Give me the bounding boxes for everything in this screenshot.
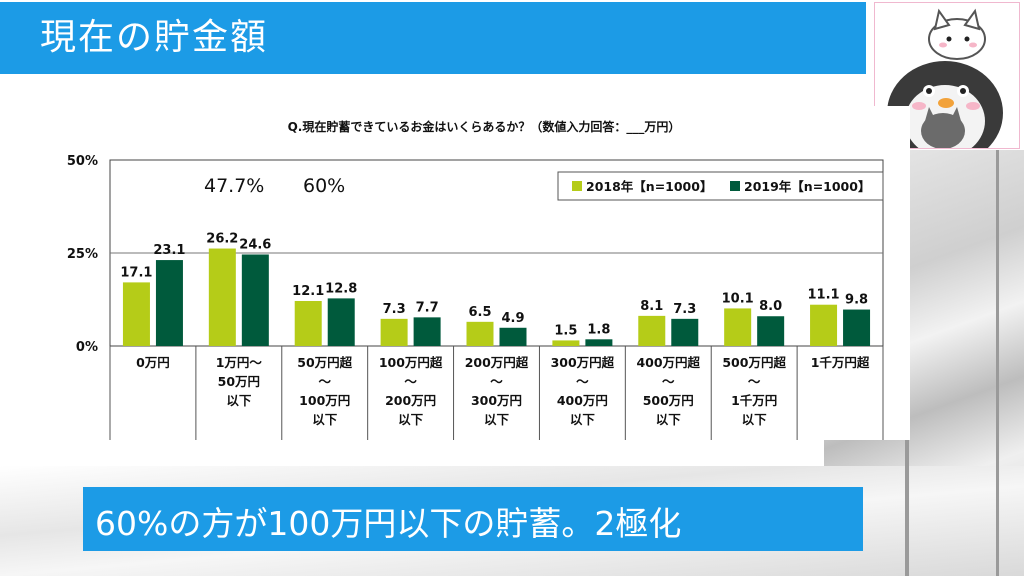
category-label: 0万円: [136, 355, 170, 370]
category-label: ～: [748, 374, 761, 389]
mascot-illustration: [874, 2, 1020, 149]
data-label: 23.1: [153, 243, 185, 258]
caption-bar: 60%の方が100万円以下の貯蓄。2極化: [83, 487, 863, 551]
legend-box: [557, 171, 884, 201]
data-label: 12.1: [292, 284, 324, 299]
data-label: 24.6: [239, 237, 271, 252]
category-label: 1千万円: [731, 393, 777, 408]
data-label: 1.8: [587, 322, 610, 337]
bar-2019: [499, 327, 527, 346]
data-label: 7.7: [416, 300, 439, 315]
bar-2019: [413, 317, 441, 346]
category-label: 100万円: [299, 393, 350, 408]
data-label: 7.3: [383, 302, 406, 317]
bar-2018: [810, 304, 838, 346]
data-label: 7.3: [673, 302, 696, 317]
category-label: 400万円: [557, 393, 608, 408]
category-label: 以下: [656, 412, 682, 427]
category-label: 200万円: [385, 393, 436, 408]
bar-2018: [724, 308, 752, 346]
y-tick-label: 50%: [67, 154, 98, 169]
bar-2019: [327, 298, 355, 346]
legend-swatch: [572, 181, 582, 191]
category-label: ～: [662, 374, 675, 389]
category-label: 1千万円超: [811, 355, 870, 370]
summary-caption: 60%の方が100万円以下の貯蓄。2極化: [95, 504, 682, 543]
category-label: 200万円超: [465, 355, 529, 370]
bar-2019: [585, 339, 613, 346]
bar-2019: [757, 316, 785, 346]
bar-chart: Q.現在貯蓄できているお金はいくらあるか？（数値入力回答：___万円） 17.1…: [67, 119, 884, 440]
category-label: 100万円超: [379, 355, 443, 370]
category-label: 50万円超: [297, 355, 352, 370]
category-label: ～: [576, 374, 589, 389]
category-label: ～: [404, 374, 417, 389]
data-label: 11.1: [808, 288, 840, 303]
data-label: 12.8: [325, 281, 357, 296]
bar-2019: [843, 309, 871, 346]
annotation-47-7: 47.7%: [204, 175, 264, 197]
category-label: 以下: [742, 412, 768, 427]
category-label: 以下: [398, 412, 424, 427]
category-label: ～: [490, 374, 503, 389]
legend-label: 2018年【n=1000】: [586, 179, 712, 194]
chart-card: Q.現在貯蓄できているお金はいくらあるか？（数値入力回答：___万円） 17.1…: [58, 106, 910, 440]
legend-swatch: [730, 181, 740, 191]
annotation-60: 60%: [303, 175, 345, 197]
background-beam: [996, 150, 999, 576]
legend-label: 2019年【n=1000】: [744, 179, 870, 194]
bar-2018: [208, 248, 236, 346]
bar-2018: [638, 315, 666, 346]
bar-2018: [294, 300, 322, 346]
data-label: 9.8: [845, 293, 868, 308]
category-label: 500万円: [643, 393, 694, 408]
category-label: ～: [318, 374, 331, 389]
data-label: 10.1: [722, 291, 754, 306]
bar-2018: [552, 340, 580, 346]
y-tick-label: 0%: [76, 340, 98, 355]
bar-2018: [380, 318, 408, 346]
bar-2019: [241, 254, 269, 346]
category-label: 300万円: [471, 393, 522, 408]
penguin-cat-icon: [887, 8, 1003, 148]
category-label: 300万円超: [551, 355, 615, 370]
category-label: 1万円～: [216, 355, 263, 370]
category-label: 以下: [312, 412, 338, 427]
slide-title: 現在の貯金額: [40, 17, 269, 58]
title-bar: 現在の貯金額: [0, 2, 866, 74]
y-tick-label: 25%: [67, 247, 98, 262]
category-label: 以下: [484, 412, 510, 427]
data-label: 26.2: [206, 232, 238, 247]
data-label: 8.1: [640, 299, 663, 314]
bar-2018: [466, 321, 494, 346]
bar-2019: [155, 260, 183, 346]
category-label: 以下: [226, 393, 252, 408]
category-label: 400万円超: [636, 355, 700, 370]
bar-2019: [671, 318, 699, 346]
category-label: 500万円超: [722, 355, 786, 370]
category-label: 50万円: [218, 374, 260, 389]
data-label: 8.0: [759, 299, 782, 314]
chart-title: Q.現在貯蓄できているお金はいくらあるか？（数値入力回答：___万円）: [288, 119, 681, 135]
data-label: 6.5: [468, 305, 491, 320]
data-label: 17.1: [120, 265, 152, 280]
bar-2018: [122, 282, 150, 346]
chart-legend: 2018年【n=1000】 2019年【n=1000】: [557, 171, 884, 201]
category-label: 以下: [570, 412, 596, 427]
data-label: 1.5: [554, 323, 577, 338]
data-label: 4.9: [501, 311, 524, 326]
